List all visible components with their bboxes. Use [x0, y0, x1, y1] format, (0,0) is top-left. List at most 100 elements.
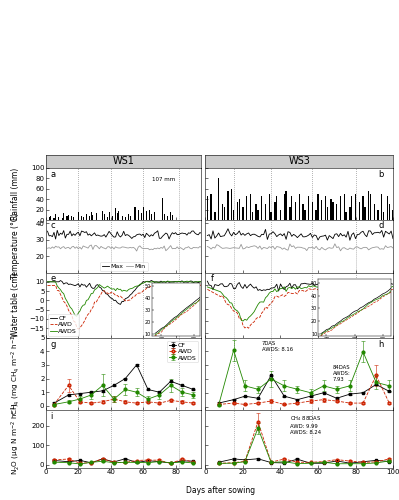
CF [318, 284, 322, 290]
Bar [355, 194, 356, 220]
AWD [205, 286, 210, 292]
Bar [364, 207, 365, 220]
Bar [55, 214, 56, 220]
AWD [190, 282, 194, 288]
Text: 107 mm: 107 mm [152, 176, 175, 182]
CF [190, 278, 194, 284]
AWDS [129, 286, 134, 292]
Bar [298, 194, 300, 220]
AWDS [318, 284, 322, 290]
AWD [241, 322, 245, 328]
Bar [112, 216, 113, 220]
Text: e: e [51, 274, 56, 283]
Bar [246, 196, 247, 220]
Text: g: g [51, 340, 56, 348]
Bar [66, 216, 67, 220]
Bar [78, 212, 79, 220]
Bar [207, 196, 208, 220]
AWDS [113, 288, 118, 294]
Bar [362, 196, 363, 220]
Bar [289, 207, 290, 220]
Bar [138, 210, 139, 220]
Bar [392, 210, 394, 220]
Bar [231, 188, 232, 220]
Bar [291, 196, 292, 220]
Text: i: i [51, 412, 53, 420]
AWD [302, 289, 307, 295]
Bar [172, 215, 173, 220]
Bar [308, 196, 309, 220]
Text: d: d [378, 221, 383, 230]
AWD [157, 282, 162, 288]
Text: b: b [378, 170, 383, 179]
AWD [66, 308, 71, 314]
CF [205, 278, 210, 284]
Bar [351, 196, 352, 220]
CF [383, 282, 388, 288]
Text: 7DAS
AWDS: 8.16: 7DAS AWDS: 8.16 [262, 341, 293, 352]
Bar [53, 218, 55, 220]
Bar [346, 212, 347, 220]
Bar [162, 198, 163, 220]
CF [276, 288, 281, 294]
Text: 84DAS
AWDS:
7.93: 84DAS AWDS: 7.93 [333, 365, 351, 382]
Bar [210, 194, 212, 220]
Bar [130, 216, 131, 220]
AWD [45, 282, 50, 288]
Bar [86, 214, 87, 220]
Bar [265, 204, 266, 220]
Bar [274, 202, 276, 220]
Bar [102, 210, 103, 220]
Bar [271, 212, 272, 220]
CF [241, 286, 245, 292]
Bar [304, 210, 306, 220]
Bar [58, 217, 59, 220]
AWD [76, 326, 81, 332]
Bar [269, 194, 270, 220]
Bar [276, 196, 277, 220]
Bar [227, 191, 229, 220]
Bar [151, 214, 152, 220]
Bar [134, 207, 136, 220]
Bar [109, 212, 110, 220]
Bar [242, 207, 244, 220]
Bar [167, 216, 168, 220]
Bar [370, 194, 371, 220]
Bar [115, 208, 116, 220]
Bar [71, 216, 72, 220]
AWD [391, 286, 395, 292]
AWDS [124, 288, 129, 294]
Bar [381, 194, 382, 220]
AWDS [385, 284, 390, 290]
AWDS [379, 284, 384, 290]
AWD [199, 282, 204, 288]
Bar [92, 215, 93, 220]
Bar [330, 199, 332, 220]
Bar [280, 210, 281, 220]
AWD [124, 298, 129, 304]
CF [129, 290, 134, 296]
Bar [89, 216, 90, 220]
AWDS [199, 279, 204, 285]
CF [124, 295, 129, 301]
Bar [252, 212, 253, 220]
Bar [107, 217, 108, 220]
Bar [359, 202, 360, 220]
Text: WS1: WS1 [113, 156, 134, 166]
Text: c: c [51, 221, 55, 230]
Bar [141, 212, 142, 220]
Bar [327, 207, 328, 220]
Bar [117, 212, 118, 220]
Bar [340, 196, 341, 220]
Bar [218, 178, 219, 220]
Bar [68, 215, 69, 220]
Bar [387, 196, 388, 220]
CF [302, 280, 307, 286]
Bar [154, 212, 155, 220]
AWDS [391, 284, 395, 290]
AWDS [66, 301, 71, 307]
Bar [49, 218, 50, 220]
Bar [142, 207, 144, 220]
Text: CH$_4$ (mg CH$_4$ m$^{-2}$ h$^{-1}$): CH$_4$ (mg CH$_4$ m$^{-2}$ h$^{-1}$) [10, 332, 22, 415]
Bar [61, 218, 63, 220]
